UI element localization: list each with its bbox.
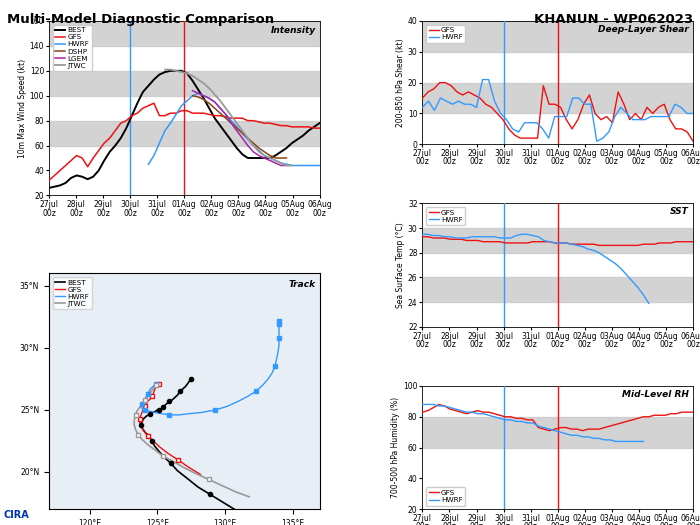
Bar bbox=[422, 417, 693, 448]
Bar bbox=[49, 21, 320, 46]
Y-axis label: 700-500 hPa Humidity (%): 700-500 hPa Humidity (%) bbox=[391, 397, 400, 498]
Y-axis label: 200-850 hPa Shear (kt): 200-850 hPa Shear (kt) bbox=[396, 38, 405, 127]
Y-axis label: Sea Surface Temp (°C): Sea Surface Temp (°C) bbox=[396, 222, 405, 308]
Legend: BEST, GFS, HWRF, JTWC: BEST, GFS, HWRF, JTWC bbox=[52, 277, 92, 309]
Text: SST: SST bbox=[670, 207, 689, 216]
Text: Deep-Layer Shear: Deep-Layer Shear bbox=[598, 25, 689, 34]
Legend: GFS, HWRF: GFS, HWRF bbox=[426, 207, 465, 225]
Y-axis label: 10m Max Wind Speed (kt): 10m Max Wind Speed (kt) bbox=[18, 59, 27, 158]
Bar bbox=[49, 71, 320, 96]
Text: KHANUN - WP062023: KHANUN - WP062023 bbox=[534, 13, 693, 26]
Legend: BEST, GFS, HWRF, DSHP, LGEM, JTWC: BEST, GFS, HWRF, DSHP, LGEM, JTWC bbox=[52, 25, 92, 71]
Text: Intensity: Intensity bbox=[270, 26, 316, 35]
Bar bbox=[422, 82, 693, 113]
Bar bbox=[422, 21, 693, 52]
Text: Mid-Level RH: Mid-Level RH bbox=[622, 390, 689, 398]
Bar bbox=[49, 121, 320, 145]
Legend: GFS, HWRF: GFS, HWRF bbox=[426, 487, 465, 506]
Text: Multi-Model Diagnostic Comparison: Multi-Model Diagnostic Comparison bbox=[7, 13, 274, 26]
Legend: GFS, HWRF: GFS, HWRF bbox=[426, 25, 465, 43]
Bar bbox=[422, 228, 693, 253]
Text: Track: Track bbox=[288, 280, 316, 289]
Bar bbox=[422, 277, 693, 302]
Text: CIRA: CIRA bbox=[4, 510, 29, 520]
